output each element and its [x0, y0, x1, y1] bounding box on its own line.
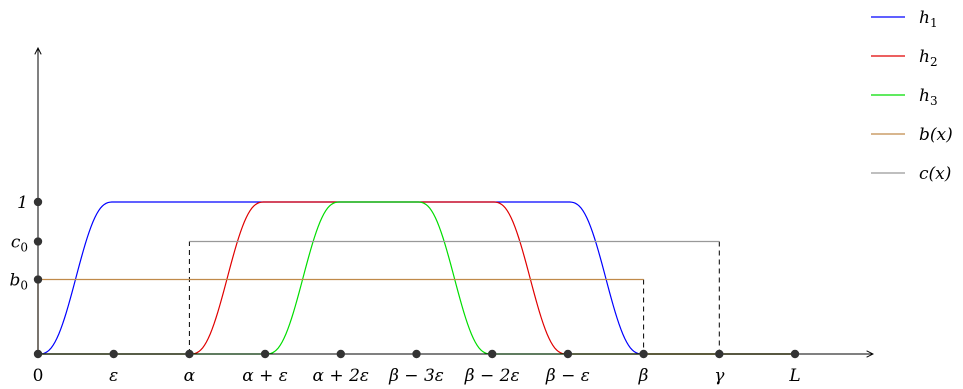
dashed-guides [188, 241, 720, 354]
x-tick-label: α [184, 366, 196, 386]
series-line-3 [38, 201, 795, 355]
x-tick-label: β [638, 366, 649, 386]
y-tick-dot [33, 275, 43, 284]
legend-label: c(x) [919, 164, 951, 184]
x-tick-dot [639, 349, 648, 359]
x-tick-label: β − 3ε [388, 366, 444, 386]
x-tick-label: ε [109, 366, 118, 386]
x-tick-dot [412, 349, 421, 359]
legend-label: h2 [919, 47, 938, 69]
x-tick-label: α + ε [242, 366, 288, 386]
y-tick-dot [33, 197, 43, 207]
y-tick-label: b0 [9, 271, 28, 293]
legend-item: b(x) [871, 125, 953, 145]
x-tick-label: α + 2ε [313, 366, 369, 386]
x-tick-dot [33, 349, 43, 359]
y-tick-label: c0 [11, 233, 28, 255]
x-tick-label: L [788, 366, 800, 386]
x-tick-label: β − ε [545, 366, 590, 386]
x-tick-label: β − 2ε [464, 366, 520, 386]
x-ticks: 0 ε α α + ε α + 2ε β − 3ε β − 2ε β − ε β γ L [33, 349, 801, 386]
y-tick-label: 1 [17, 193, 28, 213]
series-line-5 [38, 240, 795, 355]
x-tick-dot [563, 349, 573, 359]
y-tick-dot [33, 237, 43, 246]
legend: h1 h2 h3 b(x) c(x) [871, 8, 953, 184]
x-tick-label: γ [714, 366, 725, 386]
x-tick-dot [109, 349, 118, 359]
legend-label: h3 [919, 86, 938, 108]
x-tick-dot [185, 349, 194, 359]
series-layer [37, 201, 795, 355]
x-tick-dot [488, 349, 497, 359]
legend-item: h1 [871, 8, 938, 30]
series-line-4 [37, 278, 795, 355]
x-tick-dot [715, 349, 724, 359]
x-tick-dot [260, 349, 270, 359]
legend-item: h2 [871, 47, 938, 69]
x-tick-dot [790, 349, 800, 359]
legend-item: c(x) [871, 164, 951, 184]
legend-label: b(x) [919, 125, 953, 145]
x-tick-label: 0 [33, 366, 44, 386]
legend-label: h1 [919, 8, 938, 30]
series-line-1 [37, 201, 644, 355]
x-tick-dot [336, 349, 345, 359]
series-line-2 [38, 201, 795, 355]
y-ticks: 1 c0 b0 [9, 193, 43, 293]
legend-item: h3 [871, 86, 938, 108]
